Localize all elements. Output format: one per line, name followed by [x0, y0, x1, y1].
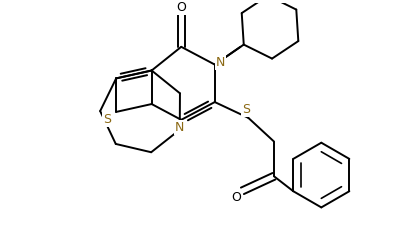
Text: O: O	[232, 192, 242, 204]
Text: S: S	[242, 104, 250, 116]
Text: N: N	[216, 56, 225, 69]
Text: N: N	[175, 121, 184, 134]
Text: S: S	[103, 113, 111, 125]
Text: O: O	[176, 1, 186, 14]
